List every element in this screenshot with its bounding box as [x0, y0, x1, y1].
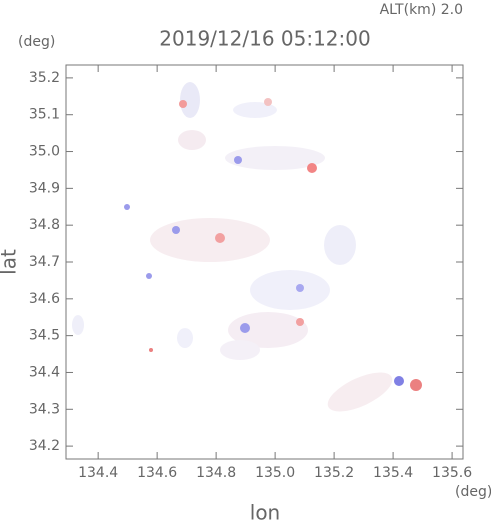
- y-tick-label: 34.2: [29, 438, 60, 454]
- x-tick-label: 134.8: [196, 465, 236, 481]
- x-tick-label: 135.2: [314, 465, 354, 481]
- x-tick-label: 135.6: [432, 465, 472, 481]
- x-unit: (deg): [455, 484, 491, 500]
- echo-blobs: [72, 82, 422, 412]
- x-tick-label: 135.0: [255, 465, 295, 481]
- y-tick-label: 35.0: [29, 144, 60, 160]
- x-tick-label: 134.4: [78, 465, 118, 481]
- y-tick-label: 34.7: [29, 254, 60, 270]
- x-axis-label: lon: [250, 501, 280, 521]
- altitude-label: ALT(km) 2.0: [380, 2, 463, 18]
- y-tick-label: 34.4: [29, 364, 60, 380]
- y-tick-label: 34.5: [29, 328, 60, 344]
- y-tick-label: 34.6: [29, 291, 60, 307]
- y-unit: (deg): [18, 34, 55, 50]
- x-tick-label: 135.4: [373, 465, 413, 481]
- x-tick-label: 134.6: [137, 465, 177, 481]
- y-tick-label: 35.1: [29, 107, 60, 123]
- y-tick-label: 35.2: [29, 70, 60, 86]
- y-tick-label: 34.9: [29, 180, 60, 196]
- chart-title: 2019/12/16 05:12:00: [159, 27, 370, 51]
- plot-frame: [65, 64, 464, 460]
- y-tick-label: 34.8: [29, 217, 60, 233]
- y-axis-label: lat: [0, 249, 21, 275]
- y-tick-label: 34.3: [29, 401, 60, 417]
